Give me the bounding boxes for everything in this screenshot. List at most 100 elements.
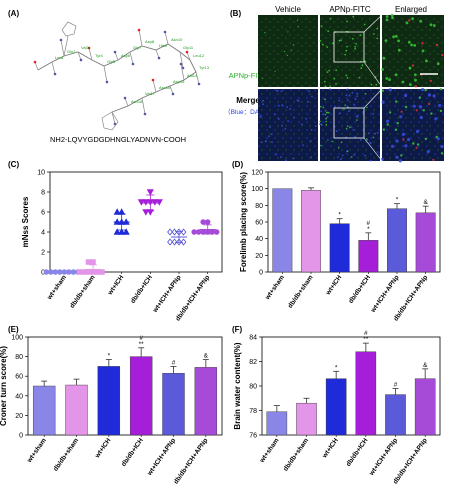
y-axis-label: mNss Scores <box>21 196 30 247</box>
y-tick-label: 8 <box>41 190 45 197</box>
residue-label: Leu12 <box>193 53 205 58</box>
cell-dot <box>305 117 308 120</box>
cell-dot <box>359 34 362 37</box>
cell-dot <box>319 120 321 123</box>
cell-dot <box>348 110 350 113</box>
cell-dot <box>339 112 341 115</box>
cell-dot <box>346 76 349 79</box>
image-apnp-merge <box>320 89 380 161</box>
data-point <box>81 269 87 275</box>
atom <box>33 60 37 64</box>
cell-dot <box>412 104 416 108</box>
cell-dot <box>414 78 417 82</box>
residue-label: Gly7 <box>133 45 142 50</box>
cell-dot <box>326 46 329 48</box>
cell-dot <box>262 99 264 102</box>
y-tick-label: 80 <box>15 354 23 361</box>
cell-dot <box>376 37 379 40</box>
cell-dot <box>347 106 349 108</box>
cell-dot <box>395 139 399 143</box>
cell-dot <box>322 106 325 109</box>
cell-dot <box>287 120 289 122</box>
cell-dot <box>306 100 309 103</box>
significance-label: # <box>394 381 398 388</box>
cell-dot <box>405 21 409 25</box>
cell-dot <box>435 135 438 139</box>
cell-dot <box>310 140 312 142</box>
cell-dot <box>259 116 261 118</box>
cell-dot <box>322 113 324 116</box>
col-header-apnp-fitc: APNp-FITC <box>329 5 371 14</box>
cell-dot <box>326 71 329 73</box>
bar <box>325 378 347 436</box>
cell-dot <box>265 140 267 143</box>
cell-dot <box>348 94 351 97</box>
residue-label: Asp8 <box>145 39 155 44</box>
y-tick-label: 80 <box>255 203 263 210</box>
cell-dot <box>388 88 392 92</box>
residue-label: Val3 <box>81 45 89 50</box>
cell-dot <box>422 109 425 112</box>
y-tick-label: 78 <box>249 408 257 415</box>
cell-dot <box>386 119 390 123</box>
cell-dot <box>328 69 331 72</box>
data-point <box>122 228 130 235</box>
atom <box>143 112 147 116</box>
data-point <box>171 228 178 236</box>
cell-dot <box>325 120 328 123</box>
cell-dot <box>381 68 384 71</box>
plot-frame <box>27 336 223 436</box>
atom <box>185 50 189 54</box>
cell-dot <box>286 106 288 108</box>
cell-dot <box>386 123 389 126</box>
cell-dot <box>440 152 444 155</box>
y-tick-label: 84 <box>249 335 257 342</box>
significance-label: * <box>108 353 111 360</box>
cell-dot <box>260 114 262 117</box>
cell-dot <box>376 151 379 153</box>
aromatic-ring <box>61 21 77 37</box>
cell-dot <box>353 103 356 106</box>
data-point <box>200 219 206 225</box>
cell-dot <box>395 155 399 159</box>
data-point <box>171 238 178 246</box>
cell-dot <box>440 144 444 149</box>
cell-dot <box>335 130 338 133</box>
cell-dot <box>425 59 428 63</box>
image-enlarged-merge <box>382 89 444 161</box>
cell-dot <box>325 117 327 120</box>
cell-dot <box>415 129 420 134</box>
bar <box>301 190 321 273</box>
cell-dot <box>344 104 347 106</box>
data-point <box>118 228 126 235</box>
cell-dot <box>356 92 358 95</box>
y-tick-label: 80 <box>249 384 257 391</box>
cell-dot <box>381 100 385 104</box>
x-tick-label: db/db+ICH <box>120 437 145 468</box>
cell-dot <box>356 114 359 117</box>
significance-label: # <box>139 335 143 342</box>
cell-dot <box>392 35 395 39</box>
x-tick-label: db/db+ICH <box>347 274 372 305</box>
bar <box>358 240 379 273</box>
residue-label: Asn18 <box>131 99 143 104</box>
cell-dot <box>292 157 295 160</box>
cell-dot <box>291 49 293 51</box>
data-point <box>113 228 121 235</box>
cell-dot <box>326 111 328 114</box>
cell-dot <box>395 100 398 103</box>
side-chain <box>51 61 56 75</box>
cell-dot <box>402 138 405 141</box>
data-point <box>146 189 154 196</box>
y-tick-label: 6 <box>41 210 45 217</box>
cell-dot <box>385 18 389 22</box>
col-header-enlarged: Enlarged <box>395 5 427 14</box>
y-tick-label: 76 <box>249 433 257 440</box>
cell-dot <box>426 150 430 154</box>
cell-dot <box>400 110 403 113</box>
cell-dot <box>398 159 402 163</box>
y-tick-label: 0 <box>41 270 45 277</box>
side-chain <box>114 51 119 61</box>
cell-dot <box>329 17 332 20</box>
plot-frame <box>49 171 223 273</box>
